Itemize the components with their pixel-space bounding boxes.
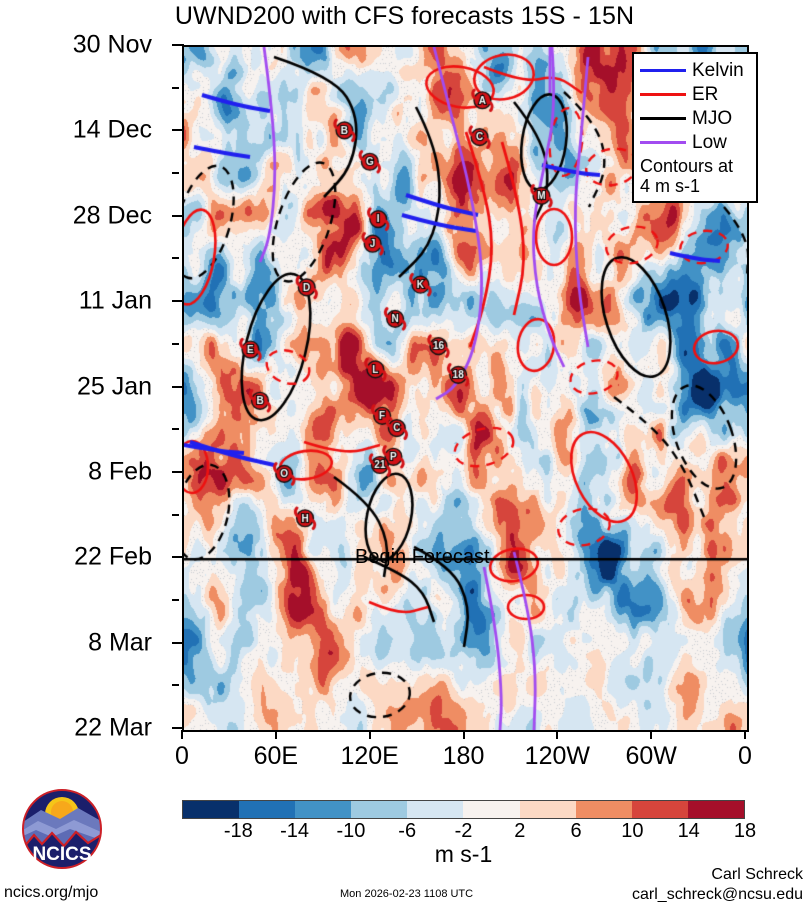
colorbar-tick-label: 2 — [514, 820, 526, 842]
x-tick-label: 180 — [442, 742, 485, 770]
footer-author: Carl Schreck — [711, 866, 803, 883]
y-tick-minor — [172, 257, 179, 260]
x-tick-mark — [650, 730, 653, 739]
x-axis: 0 60E 120E 180 120W 60W 0 — [175, 730, 752, 770]
y-tick-mark — [172, 727, 184, 729]
y-tick-label: 30 Nov — [72, 30, 152, 59]
x-tick-mark — [181, 730, 183, 739]
colorbar-tick-label: -10 — [336, 820, 366, 842]
x-tick-mark — [368, 730, 371, 739]
y-tick-minor — [172, 513, 179, 516]
y-tick-label: 8 Mar — [88, 628, 152, 657]
colorbar-bin — [519, 801, 576, 818]
legend-label-low: Low — [692, 131, 727, 153]
y-axis: 30 Nov 14 Dec 28 Dec 11 Jan 25 Jan 8 Feb 22 Fe… — [0, 31, 184, 742]
legend-item-low: Low — [640, 130, 750, 154]
legend-label-kelvin: Kelvin — [692, 59, 744, 81]
colorbar-bin — [295, 801, 352, 818]
mjo-line-swatch — [640, 116, 686, 120]
y-tick-mark — [172, 385, 184, 388]
y-tick-mark — [172, 44, 184, 46]
y-tick-label: 11 Jan — [78, 286, 152, 315]
legend-item-mjo: MJO — [640, 106, 750, 130]
x-tick-mark — [462, 730, 465, 739]
y-tick-minor — [172, 342, 179, 345]
x-tick-mark — [274, 730, 277, 739]
colorbar-tick-label: -18 — [223, 820, 253, 842]
contour-interval-note: Contours at 4 m s-1 — [640, 156, 734, 197]
y-tick-label: 8 Feb — [88, 457, 152, 486]
colorbar-tick-label: -2 — [454, 820, 473, 842]
logo-text: NCICS — [32, 844, 91, 865]
colorbar-bin — [351, 801, 408, 818]
colorbar-tick-label: 18 — [733, 820, 757, 842]
colorbar-bin — [631, 801, 688, 818]
colorbar-bins — [182, 800, 745, 819]
x-tick-label: 60E — [253, 742, 299, 770]
colorbar-tick-labels: -18 -14 -10 -6 -2 2 6 10 14 18 — [182, 819, 756, 843]
legend-label-mjo: MJO — [692, 107, 733, 129]
colorbar-bin — [575, 801, 632, 818]
colorbar-tick-label: 14 — [677, 820, 700, 842]
legend-label-er: ER — [692, 83, 719, 105]
footer-email[interactable]: carl_schreck@ncsu.edu — [632, 886, 803, 903]
page-title: UWND200 with CFS forecasts 15S - 15N — [174, 2, 635, 30]
legend-item-kelvin: Kelvin — [640, 58, 750, 82]
begin-forecast-label: Begin Forecast — [355, 546, 490, 568]
y-tick-label: 22 Feb — [74, 542, 152, 571]
footer-site[interactable]: ncics.org/mjo — [4, 884, 99, 901]
colorbar: -18 -14 -10 -6 -2 2 6 10 14 18 m s-1 — [182, 800, 756, 868]
colorbar-bin — [183, 801, 240, 818]
ncics-logo: NCICS — [8, 788, 116, 870]
y-tick-label: 25 Jan — [76, 372, 152, 400]
y-tick-mark — [172, 641, 184, 644]
colorbar-bin — [407, 801, 464, 818]
y-tick-label: 28 Dec — [72, 201, 152, 230]
kelvin-line-swatch — [640, 68, 686, 72]
legend-item-er: ER — [640, 82, 750, 106]
y-tick-mark — [172, 470, 184, 473]
y-tick-minor — [172, 684, 179, 687]
y-tick-mark — [172, 300, 184, 303]
low-line-swatch — [640, 140, 686, 144]
colorbar-unit-label: m s-1 — [434, 841, 493, 867]
colorbar-bin — [687, 801, 744, 818]
colorbar-tick-label: -6 — [398, 820, 417, 842]
er-line-swatch — [640, 92, 686, 96]
contour-legend: Kelvin ER MJO Low Contours at 4 m s-1 — [632, 52, 758, 204]
x-tick-mark — [744, 730, 746, 739]
x-tick-label: 120E — [340, 742, 399, 770]
x-tick-mark — [556, 730, 559, 739]
y-tick-mark — [172, 556, 184, 559]
y-tick-minor — [172, 86, 179, 89]
y-tick-minor — [172, 172, 179, 175]
y-tick-minor — [172, 598, 179, 601]
colorbar-bin — [239, 801, 296, 818]
y-tick-label: 14 Dec — [72, 115, 152, 144]
y-tick-mark — [172, 129, 184, 132]
y-tick-mark — [172, 214, 184, 217]
colorbar-tick-label: 10 — [621, 820, 644, 842]
colorbar-tick-label: 6 — [570, 820, 582, 842]
colorbar-tick-label: -14 — [280, 820, 310, 842]
x-tick-label: 0 — [175, 742, 189, 770]
y-tick-minor — [172, 428, 179, 431]
colorbar-bin — [463, 801, 520, 818]
footer-timestamp: Mon 2026-02-23 1108 UTC — [340, 888, 474, 900]
y-tick-label: 22 Mar — [74, 713, 152, 742]
x-tick-label: 60W — [625, 742, 677, 770]
x-tick-label: 120W — [524, 742, 590, 770]
x-tick-label: 0 — [738, 742, 752, 770]
